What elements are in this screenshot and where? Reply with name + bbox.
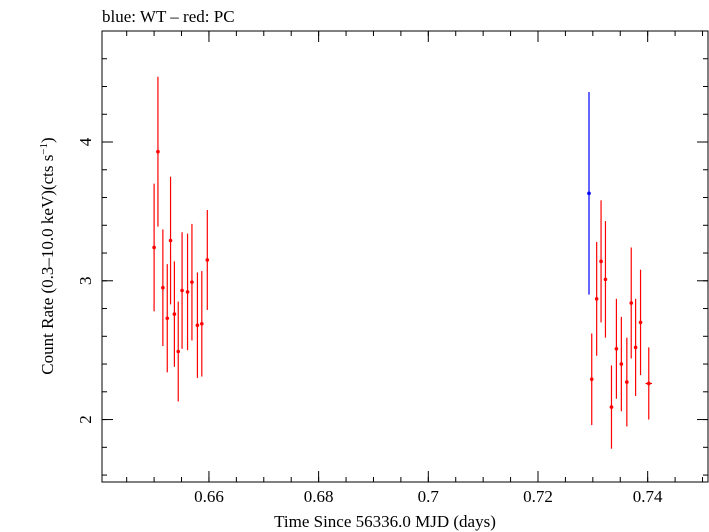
point-marker — [599, 259, 603, 264]
point-marker — [172, 312, 177, 316]
x-tick-labels: 0.66 0.68 0.7 0.72 0.74 — [194, 487, 663, 506]
x-tick-label: 0.74 — [633, 487, 663, 506]
x-tick-label: 0.72 — [523, 487, 553, 506]
point-marker — [629, 301, 634, 305]
point-marker — [205, 258, 210, 262]
data-point — [156, 76, 160, 227]
point-marker — [638, 320, 643, 325]
point-marker — [603, 277, 608, 282]
data-point — [589, 333, 594, 426]
y-tick-label: 4 — [76, 137, 95, 146]
data-point — [195, 272, 200, 378]
point-marker — [614, 346, 619, 351]
series-WT — [587, 92, 591, 295]
data-point — [180, 232, 184, 349]
y-tick-label: 2 — [76, 415, 95, 424]
data-point — [603, 221, 608, 338]
point-marker — [176, 349, 181, 354]
point-marker — [646, 381, 651, 386]
data-point — [625, 337, 629, 427]
point-marker — [168, 238, 173, 243]
point-marker — [625, 380, 629, 384]
point-marker — [594, 297, 599, 301]
y-axis-label-superscript: −1 — [38, 143, 50, 155]
point-marker — [152, 245, 156, 250]
data-point — [190, 223, 194, 341]
data-point — [152, 183, 156, 312]
data-point — [609, 365, 614, 449]
data-point — [165, 264, 170, 373]
data-point — [614, 298, 619, 399]
x-axis-label: Time Since 56336.0 MJD (days) — [274, 512, 496, 531]
y-tick-label: 3 — [76, 277, 95, 286]
data-point — [633, 298, 638, 396]
x-tick-label: 0.66 — [194, 487, 224, 506]
data-point — [619, 316, 624, 412]
data-point — [176, 301, 181, 402]
point-marker — [180, 288, 184, 293]
data-point — [161, 229, 165, 347]
point-marker — [185, 290, 190, 294]
axis-ticks — [102, 30, 708, 482]
point-marker — [633, 345, 638, 350]
series-PC — [152, 76, 653, 449]
y-tick-labels: 2 3 4 — [76, 137, 95, 424]
data-point — [200, 271, 204, 377]
point-marker — [195, 323, 200, 327]
data-point — [587, 92, 591, 295]
chart-title: blue: WT – red: PC — [102, 7, 235, 26]
point-marker — [165, 316, 170, 321]
data-point — [645, 347, 653, 420]
y-axis-label-close: ) — [38, 137, 57, 143]
point-marker — [190, 280, 194, 284]
point-marker — [589, 377, 594, 382]
point-marker — [609, 405, 614, 409]
data-point — [638, 269, 643, 376]
data-point — [205, 210, 210, 310]
point-marker — [587, 191, 591, 196]
point-marker — [619, 362, 624, 366]
point-marker — [161, 285, 165, 290]
point-marker — [200, 322, 204, 326]
data-point — [185, 233, 190, 351]
data-point — [168, 176, 173, 305]
data-point — [629, 247, 634, 359]
plot-frame — [101, 30, 709, 483]
data-point — [594, 241, 599, 356]
y-axis-label: Count Rate (0.3–10.0 keV)(cts s−1) — [38, 137, 57, 374]
x-tick-label: 0.68 — [304, 487, 334, 506]
data-points — [152, 76, 653, 449]
x-tick-label: 0.7 — [418, 487, 440, 506]
data-point — [599, 200, 603, 323]
y-axis-label-main: Count Rate (0.3–10.0 keV)(cts s — [38, 155, 57, 375]
point-marker — [156, 149, 160, 154]
data-point — [172, 261, 177, 367]
